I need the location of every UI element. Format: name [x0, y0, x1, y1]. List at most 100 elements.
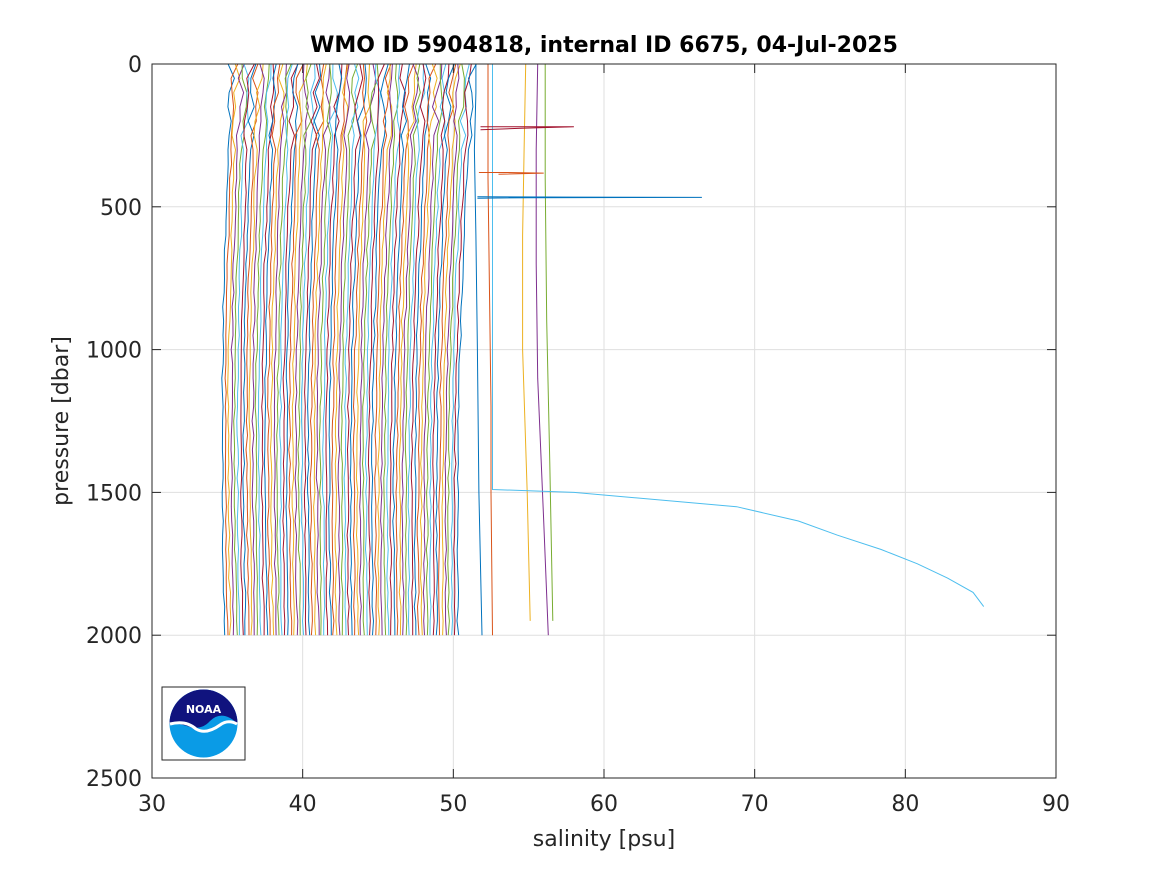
x-tick-label: 90: [1042, 792, 1070, 817]
logo-wordmark: NOAA: [186, 703, 222, 716]
profile-line: [389, 63, 406, 636]
profile-line: [349, 63, 367, 636]
profile-line: [444, 63, 460, 636]
profile-line: [303, 63, 320, 636]
profile-line: [315, 63, 331, 636]
profile-line: [245, 63, 259, 636]
profile-lines: [221, 63, 477, 636]
profile-line: [263, 63, 277, 636]
profile-line: [340, 63, 359, 636]
x-tick-label: 70: [741, 792, 769, 817]
profile-line: [313, 63, 327, 636]
profile-line: [240, 63, 255, 636]
profile-line: [413, 63, 432, 636]
profile-line: [285, 63, 299, 636]
profile-line: [267, 63, 281, 636]
profile-line: [401, 63, 420, 636]
y-tick-label: 500: [100, 196, 142, 221]
profile-line: [392, 63, 410, 636]
profile-line: [288, 63, 304, 636]
series-line: [492, 64, 985, 607]
grid: [152, 64, 1056, 778]
profile-line: [441, 63, 461, 636]
series-lines: [473, 63, 985, 636]
profile-line: [367, 63, 385, 636]
profile-line: [435, 63, 455, 636]
profile-line: [221, 63, 235, 636]
profile-line: [398, 63, 417, 636]
profile-line: [343, 63, 360, 636]
profile-line: [432, 63, 450, 636]
profile-line: [306, 63, 322, 636]
profile-line: [233, 63, 248, 636]
series-line: [522, 63, 531, 621]
x-axis-label: salinity [psu]: [533, 827, 675, 852]
profile-line: [318, 63, 332, 636]
profile-line: [325, 63, 343, 636]
profile-line: [377, 63, 393, 636]
profile-line: [346, 63, 364, 636]
y-axis-label: pressure [dbar]: [49, 336, 74, 506]
y-tick-label: 0: [128, 53, 142, 78]
profile-line: [328, 63, 343, 636]
series-line: [478, 172, 544, 175]
profile-line: [309, 63, 325, 636]
profile-line: [404, 63, 421, 636]
profile-line: [355, 63, 371, 636]
noaa-logo: NOAA: [161, 686, 246, 761]
profile-line: [407, 63, 426, 636]
profile-line: [300, 63, 316, 636]
profile-line: [456, 63, 477, 636]
series-line: [544, 64, 554, 621]
profile-line: [282, 63, 299, 636]
chart-title: WMO ID 5904818, internal ID 6675, 04-Jul…: [310, 33, 898, 58]
profile-line: [419, 63, 438, 636]
profile-line: [276, 63, 292, 636]
x-tick-label: 50: [439, 792, 467, 817]
profile-line: [374, 63, 392, 636]
profile-line: [242, 63, 257, 636]
y-tick-label: 2500: [86, 767, 142, 792]
profile-line: [248, 63, 264, 636]
profile-line: [297, 63, 312, 636]
profile-line: [230, 63, 245, 636]
tick-labels: 30 40 50 60 70 80 90 0 500 1000 1500 2000 2500: [86, 53, 1070, 817]
profile-line: [359, 63, 377, 636]
x-tick-label: 80: [891, 792, 919, 817]
logo-gull-wave: [169, 720, 238, 733]
profile-line: [429, 63, 447, 636]
profile-line: [380, 63, 394, 636]
ticks: [151, 63, 1057, 779]
profile-line: [416, 63, 437, 636]
y-tick-label: 2000: [86, 624, 142, 649]
profile-line: [422, 63, 443, 636]
profile-line: [352, 63, 368, 636]
profile-line: [425, 64, 444, 636]
series-line: [473, 64, 483, 636]
profile-line: [273, 63, 287, 636]
series-line: [480, 126, 574, 131]
profile-line: [321, 63, 338, 636]
profile-line: [254, 63, 270, 636]
x-tick-label: 40: [289, 792, 317, 817]
x-tick-label: 30: [138, 792, 166, 817]
series-line: [535, 63, 549, 636]
profile-line: [337, 63, 351, 636]
profile-line: [291, 63, 308, 636]
profile-line: [257, 63, 272, 636]
profile-line: [361, 63, 379, 636]
series-line: [477, 196, 702, 199]
x-tick-label: 60: [590, 792, 618, 817]
profile-line: [294, 63, 309, 636]
profile-line: [224, 63, 239, 636]
profile-line: [227, 63, 241, 636]
profile-line: [453, 63, 472, 636]
profile-line: [383, 63, 399, 636]
logo-upper-half: [169, 689, 238, 728]
profile-line: [334, 63, 349, 636]
profile-line: [450, 63, 470, 636]
profile-line: [236, 63, 250, 636]
profile-line: [269, 63, 285, 636]
y-tick-label: 1500: [86, 481, 142, 506]
